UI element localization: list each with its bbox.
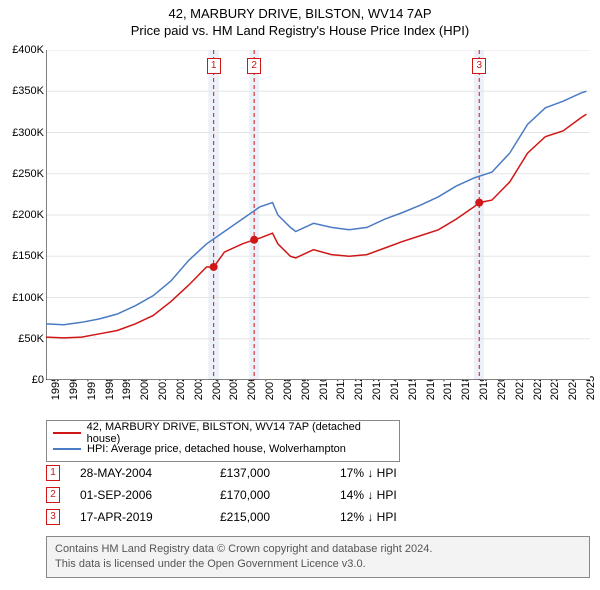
y-tick-label: £50K	[0, 333, 44, 345]
legend-row: 42, MARBURY DRIVE, BILSTON, WV14 7AP (de…	[53, 425, 393, 441]
legend: 42, MARBURY DRIVE, BILSTON, WV14 7AP (de…	[46, 420, 400, 462]
legend-row: HPI: Average price, detached house, Wolv…	[53, 441, 393, 457]
sale-date: 17-APR-2019	[80, 510, 220, 524]
sale-marker-box: 2	[247, 58, 261, 74]
y-tick-label: £250K	[0, 168, 44, 180]
sale-delta: 12% ↓ HPI	[340, 510, 480, 524]
legend-label: 42, MARBURY DRIVE, BILSTON, WV14 7AP (de…	[87, 421, 393, 445]
legend-swatch	[53, 432, 81, 434]
sale-marker: 3	[46, 509, 60, 525]
sale-delta: 17% ↓ HPI	[340, 466, 480, 480]
sale-price: £137,000	[220, 466, 340, 480]
attribution-line1: Contains HM Land Registry data © Crown c…	[55, 542, 581, 557]
sales-table: 1 28-MAY-2004£137,00017% ↓ HPI 2 01-SEP-200…	[46, 462, 590, 528]
sale-delta: 14% ↓ HPI	[340, 488, 480, 502]
sale-marker-box: 3	[472, 58, 486, 74]
y-tick-label: £150K	[0, 250, 44, 262]
sale-price: £215,000	[220, 510, 340, 524]
y-tick-label: £400K	[0, 44, 44, 56]
subtitle: Price paid vs. HM Land Registry's House …	[0, 23, 600, 38]
y-tick-label: £100K	[0, 292, 44, 304]
y-tick-label: £350K	[0, 85, 44, 97]
sale-marker-box: 1	[207, 58, 221, 74]
line-chart-svg	[46, 50, 590, 380]
legend-label: HPI: Average price, detached house, Wolv…	[87, 443, 346, 455]
sale-date: 01-SEP-2006	[80, 488, 220, 502]
sale-marker: 2	[46, 487, 60, 503]
attribution-box: Contains HM Land Registry data © Crown c…	[46, 536, 590, 578]
sale-marker: 1	[46, 465, 60, 481]
y-tick-label: £300K	[0, 127, 44, 139]
legend-swatch	[53, 448, 81, 450]
sale-price: £170,000	[220, 488, 340, 502]
sale-date: 28-MAY-2004	[80, 466, 220, 480]
plot-area	[46, 50, 590, 380]
sale-row: 3 17-APR-2019£215,00012% ↓ HPI	[46, 506, 590, 528]
y-tick-label: £200K	[0, 209, 44, 221]
attribution-line2: This data is licensed under the Open Gov…	[55, 557, 581, 572]
sale-row: 2 01-SEP-2006£170,00014% ↓ HPI	[46, 484, 590, 506]
y-tick-label: £0	[0, 374, 44, 386]
sale-row: 1 28-MAY-2004£137,00017% ↓ HPI	[46, 462, 590, 484]
chart-container: 42, MARBURY DRIVE, BILSTON, WV14 7AP Pri…	[0, 0, 600, 590]
titles: 42, MARBURY DRIVE, BILSTON, WV14 7AP Pri…	[0, 0, 600, 38]
address-title: 42, MARBURY DRIVE, BILSTON, WV14 7AP	[0, 6, 600, 21]
